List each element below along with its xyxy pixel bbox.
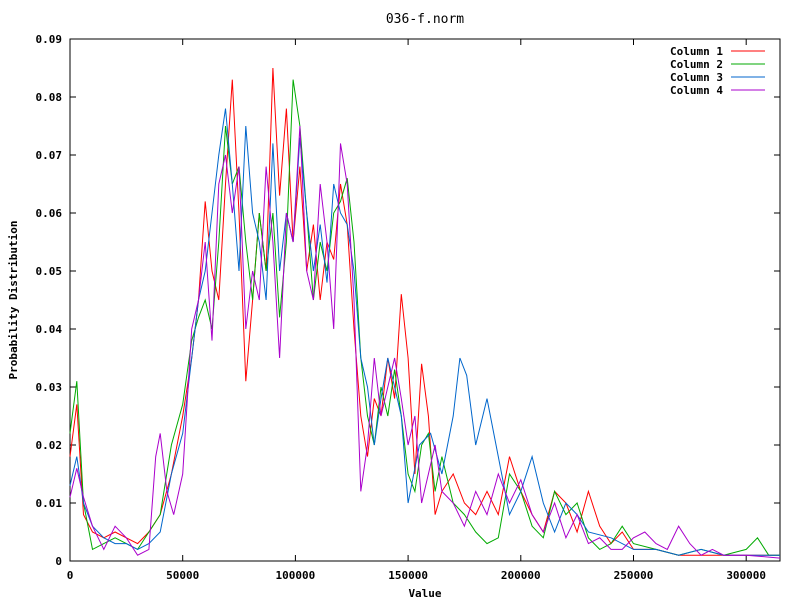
y-tick-label: 0.06: [36, 207, 63, 220]
series-line-column-2: [69, 79, 780, 556]
series-line-column-4: [69, 125, 781, 559]
x-tick-label: 250000: [614, 569, 654, 582]
y-tick-label: 0: [55, 555, 62, 568]
y-tick-label: 0.08: [36, 91, 63, 104]
y-tick-label: 0.03: [36, 381, 63, 394]
x-tick-label: 200000: [501, 569, 541, 582]
series-line-column-1: [69, 67, 780, 556]
y-tick-label: 0.04: [36, 323, 63, 336]
legend-label-column-2: Column 2: [670, 58, 723, 71]
x-tick-label: 150000: [388, 569, 428, 582]
y-tick-label: 0.01: [36, 497, 63, 510]
series-lines: [69, 67, 781, 559]
legend-label-column-4: Column 4: [670, 84, 723, 97]
x-tick-label: 300000: [726, 569, 766, 582]
legend-label-column-3: Column 3: [670, 71, 723, 84]
x-axis-label: Value: [408, 587, 441, 600]
y-tick-label: 0.09: [36, 33, 63, 46]
plot-frame: [69, 38, 781, 562]
y-tick-label: 0.07: [36, 149, 63, 162]
x-tick-label: 0: [67, 569, 74, 582]
legend-label-column-1: Column 1: [670, 45, 723, 58]
x-tick-label: 50000: [166, 569, 199, 582]
y-axis-label: Probability Distribution: [7, 221, 20, 380]
y-tick-label: 0.02: [36, 439, 63, 452]
chart-title: 036-f.norm: [386, 12, 464, 27]
y-tick-label: 0.05: [36, 265, 63, 278]
x-tick-label: 100000: [276, 569, 316, 582]
ticks: 0 50000 100000 150000 200000 250000 300000 0 0.0…: [36, 33, 780, 582]
